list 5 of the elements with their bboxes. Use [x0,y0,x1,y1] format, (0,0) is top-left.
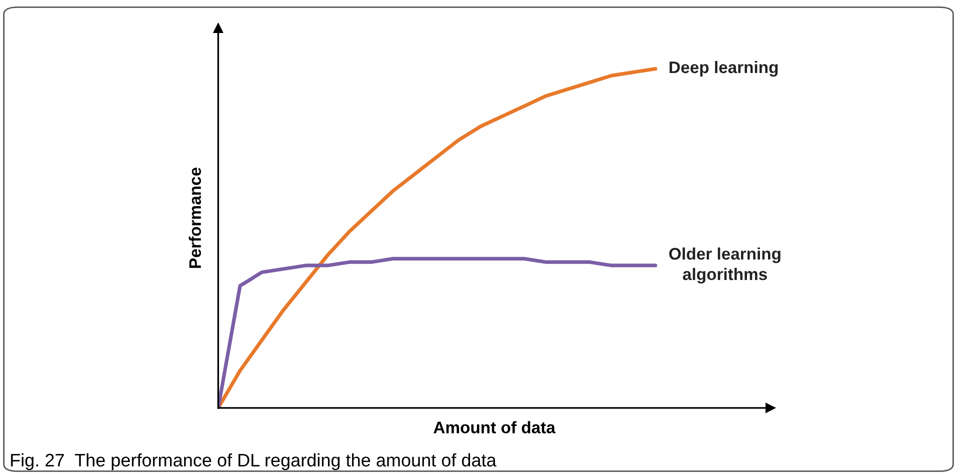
y-axis-title: Performance [188,168,202,268]
series-label: Older learning algorithms [669,247,780,284]
series-label: Deep learning [670,60,778,77]
x-axis-title: Amount of data [434,421,556,434]
caption: Fig. 27 The performance of DL regarding the amount of data [11,453,496,470]
